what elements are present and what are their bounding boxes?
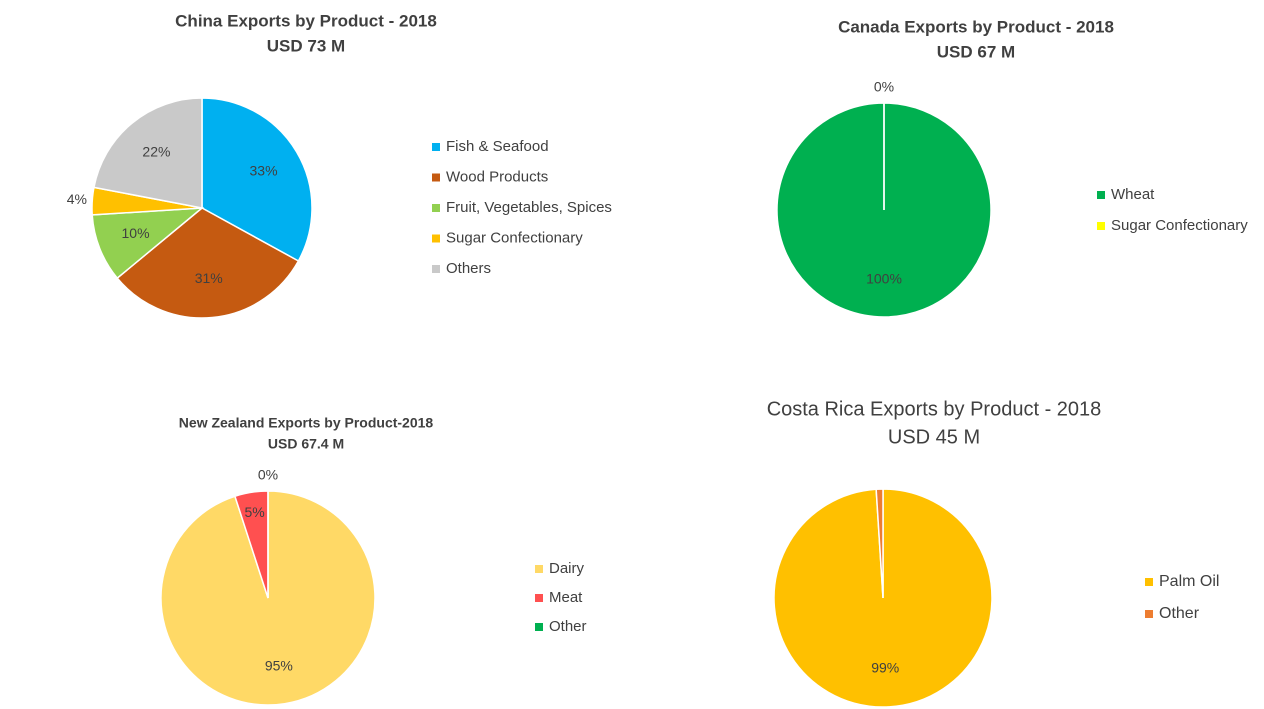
- chart-subtitle: USD 45 M: [888, 426, 980, 448]
- pie-slice: [875, 488, 884, 599]
- data-label: 33%: [250, 162, 278, 178]
- pie-slice: [116, 207, 300, 319]
- chart-title: Canada Exports by Product - 2018: [838, 17, 1114, 36]
- legend-label: Other: [1159, 605, 1200, 622]
- legend-swatch: [1097, 222, 1105, 230]
- legend-label: Palm Oil: [1159, 573, 1219, 590]
- legend-label: Meat: [549, 589, 583, 606]
- data-label: 22%: [142, 144, 170, 160]
- chart-title: New Zealand Exports by Product-2018: [179, 415, 434, 431]
- legend-swatch: [432, 265, 440, 273]
- pie-slice: [201, 97, 313, 263]
- legend-swatch: [1097, 191, 1105, 199]
- chart-subtitle: USD 67.4 M: [268, 436, 344, 452]
- legend-label: Dairy: [549, 560, 585, 577]
- legend-swatch: [1145, 578, 1153, 586]
- legend-swatch: [432, 234, 440, 243]
- legend-label: Fish & Seafood: [446, 138, 549, 155]
- legend-swatch: [432, 143, 440, 151]
- pie-slice: [93, 97, 203, 209]
- data-label: 0%: [874, 79, 894, 95]
- chart-title: China Exports by Product - 2018: [175, 11, 437, 30]
- legend-label: Wheat: [1111, 186, 1155, 203]
- data-label: 31%: [195, 270, 223, 286]
- legend-swatch: [1145, 610, 1153, 618]
- legend-label: Sugar Confectionary: [446, 229, 583, 246]
- chart-subtitle: USD 73 M: [267, 36, 345, 55]
- legend-label: Wood Products: [446, 168, 548, 185]
- legend-label: Other: [549, 618, 587, 635]
- legend-swatch: [535, 565, 543, 573]
- legend-swatch: [432, 173, 440, 182]
- legend-swatch: [432, 204, 440, 212]
- pie-slice: [160, 490, 376, 706]
- legend-label: Fruit, Vegetables, Spices: [446, 199, 612, 216]
- data-label: 95%: [265, 657, 293, 673]
- data-label: 0%: [258, 467, 278, 483]
- data-label: 4%: [67, 191, 87, 207]
- data-label: 10%: [122, 225, 150, 241]
- legend-swatch: [535, 623, 543, 631]
- chart-title: Costa Rica Exports by Product - 2018: [767, 398, 1102, 420]
- legend-label: Sugar Confectionary: [1111, 217, 1248, 234]
- data-label: 5%: [244, 504, 264, 520]
- legend-label: Others: [446, 260, 491, 277]
- data-label: 99%: [871, 660, 899, 676]
- chart-subtitle: USD 67 M: [937, 42, 1015, 61]
- legend-swatch: [535, 594, 543, 602]
- data-label: 100%: [866, 270, 902, 286]
